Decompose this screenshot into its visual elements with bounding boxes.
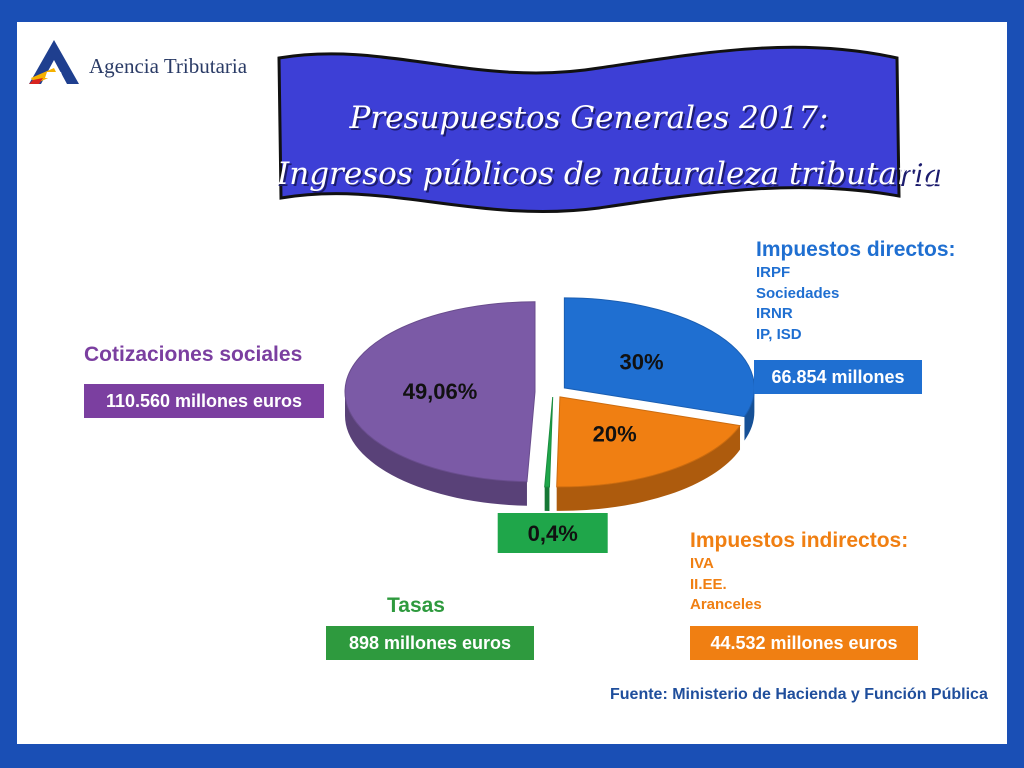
pie-slice-side bbox=[544, 486, 550, 511]
indirectos-items: IVA II.EE. Aranceles bbox=[690, 554, 762, 616]
cotizaciones-title: Cotizaciones sociales bbox=[84, 343, 303, 366]
agencia-tributaria-emblem-icon bbox=[29, 40, 79, 84]
indirectos-item: II.EE. bbox=[690, 575, 727, 593]
pie-slice-side bbox=[345, 391, 527, 506]
brand-name: Agencia Tributaria bbox=[89, 54, 248, 78]
pie-slice bbox=[563, 297, 755, 418]
pie-slice bbox=[344, 301, 536, 483]
indirectos-item: Aranceles bbox=[690, 596, 762, 613]
directos-title: Impuestos directos: bbox=[756, 238, 956, 261]
directos-items: IRPF Sociedades IRNR IP, ISD bbox=[756, 263, 839, 345]
pie-slice bbox=[544, 396, 554, 488]
indirectos-title: Impuestos indirectos: bbox=[690, 529, 909, 552]
directos-item: IRPF bbox=[756, 264, 791, 281]
pie-slice bbox=[556, 396, 741, 488]
tasas-label-box bbox=[497, 512, 608, 553]
pie-data-label: 20% bbox=[593, 422, 637, 447]
pie-slice-side bbox=[556, 425, 741, 511]
directos-item: IP, ISD bbox=[756, 325, 802, 343]
directos-item: Sociedades bbox=[756, 284, 840, 302]
pie-data-label: 30% bbox=[619, 350, 663, 375]
indirectos-amount-box: 44.532 millones euros bbox=[690, 626, 918, 660]
directos-item: IRNR bbox=[756, 305, 793, 322]
tasas-amount-box: 898 millones euros bbox=[326, 626, 534, 660]
banner-shape bbox=[277, 45, 901, 214]
title-line-1: Presupuestos Generales 2017: bbox=[349, 100, 829, 136]
directos-amount-box: 66.854 millones bbox=[754, 360, 922, 394]
pie-data-label: 49,06% bbox=[403, 379, 478, 404]
title-banner: Presupuestos Generales 2017: Ingresos pú… bbox=[277, 40, 941, 218]
cotizaciones-amount-box: 110.560 millones euros bbox=[84, 384, 324, 418]
slide: Agencia Tributaria Presupuestos Generale… bbox=[17, 22, 1007, 744]
pie-data-label: 0,4% bbox=[528, 521, 578, 546]
tasas-title: Tasas bbox=[387, 594, 445, 617]
title-line-2: Ingresos públicos de naturaleza tributar… bbox=[277, 156, 941, 192]
pie-slice-side bbox=[744, 387, 755, 441]
agencia-tributaria-logo: Agencia Tributaria bbox=[27, 36, 267, 92]
pie-chart: 30% 20% 0,4% 49,06% bbox=[344, 297, 755, 553]
source-note: Fuente: Ministerio de Hacienda y Función… bbox=[610, 686, 988, 703]
indirectos-item: IVA bbox=[690, 555, 714, 572]
